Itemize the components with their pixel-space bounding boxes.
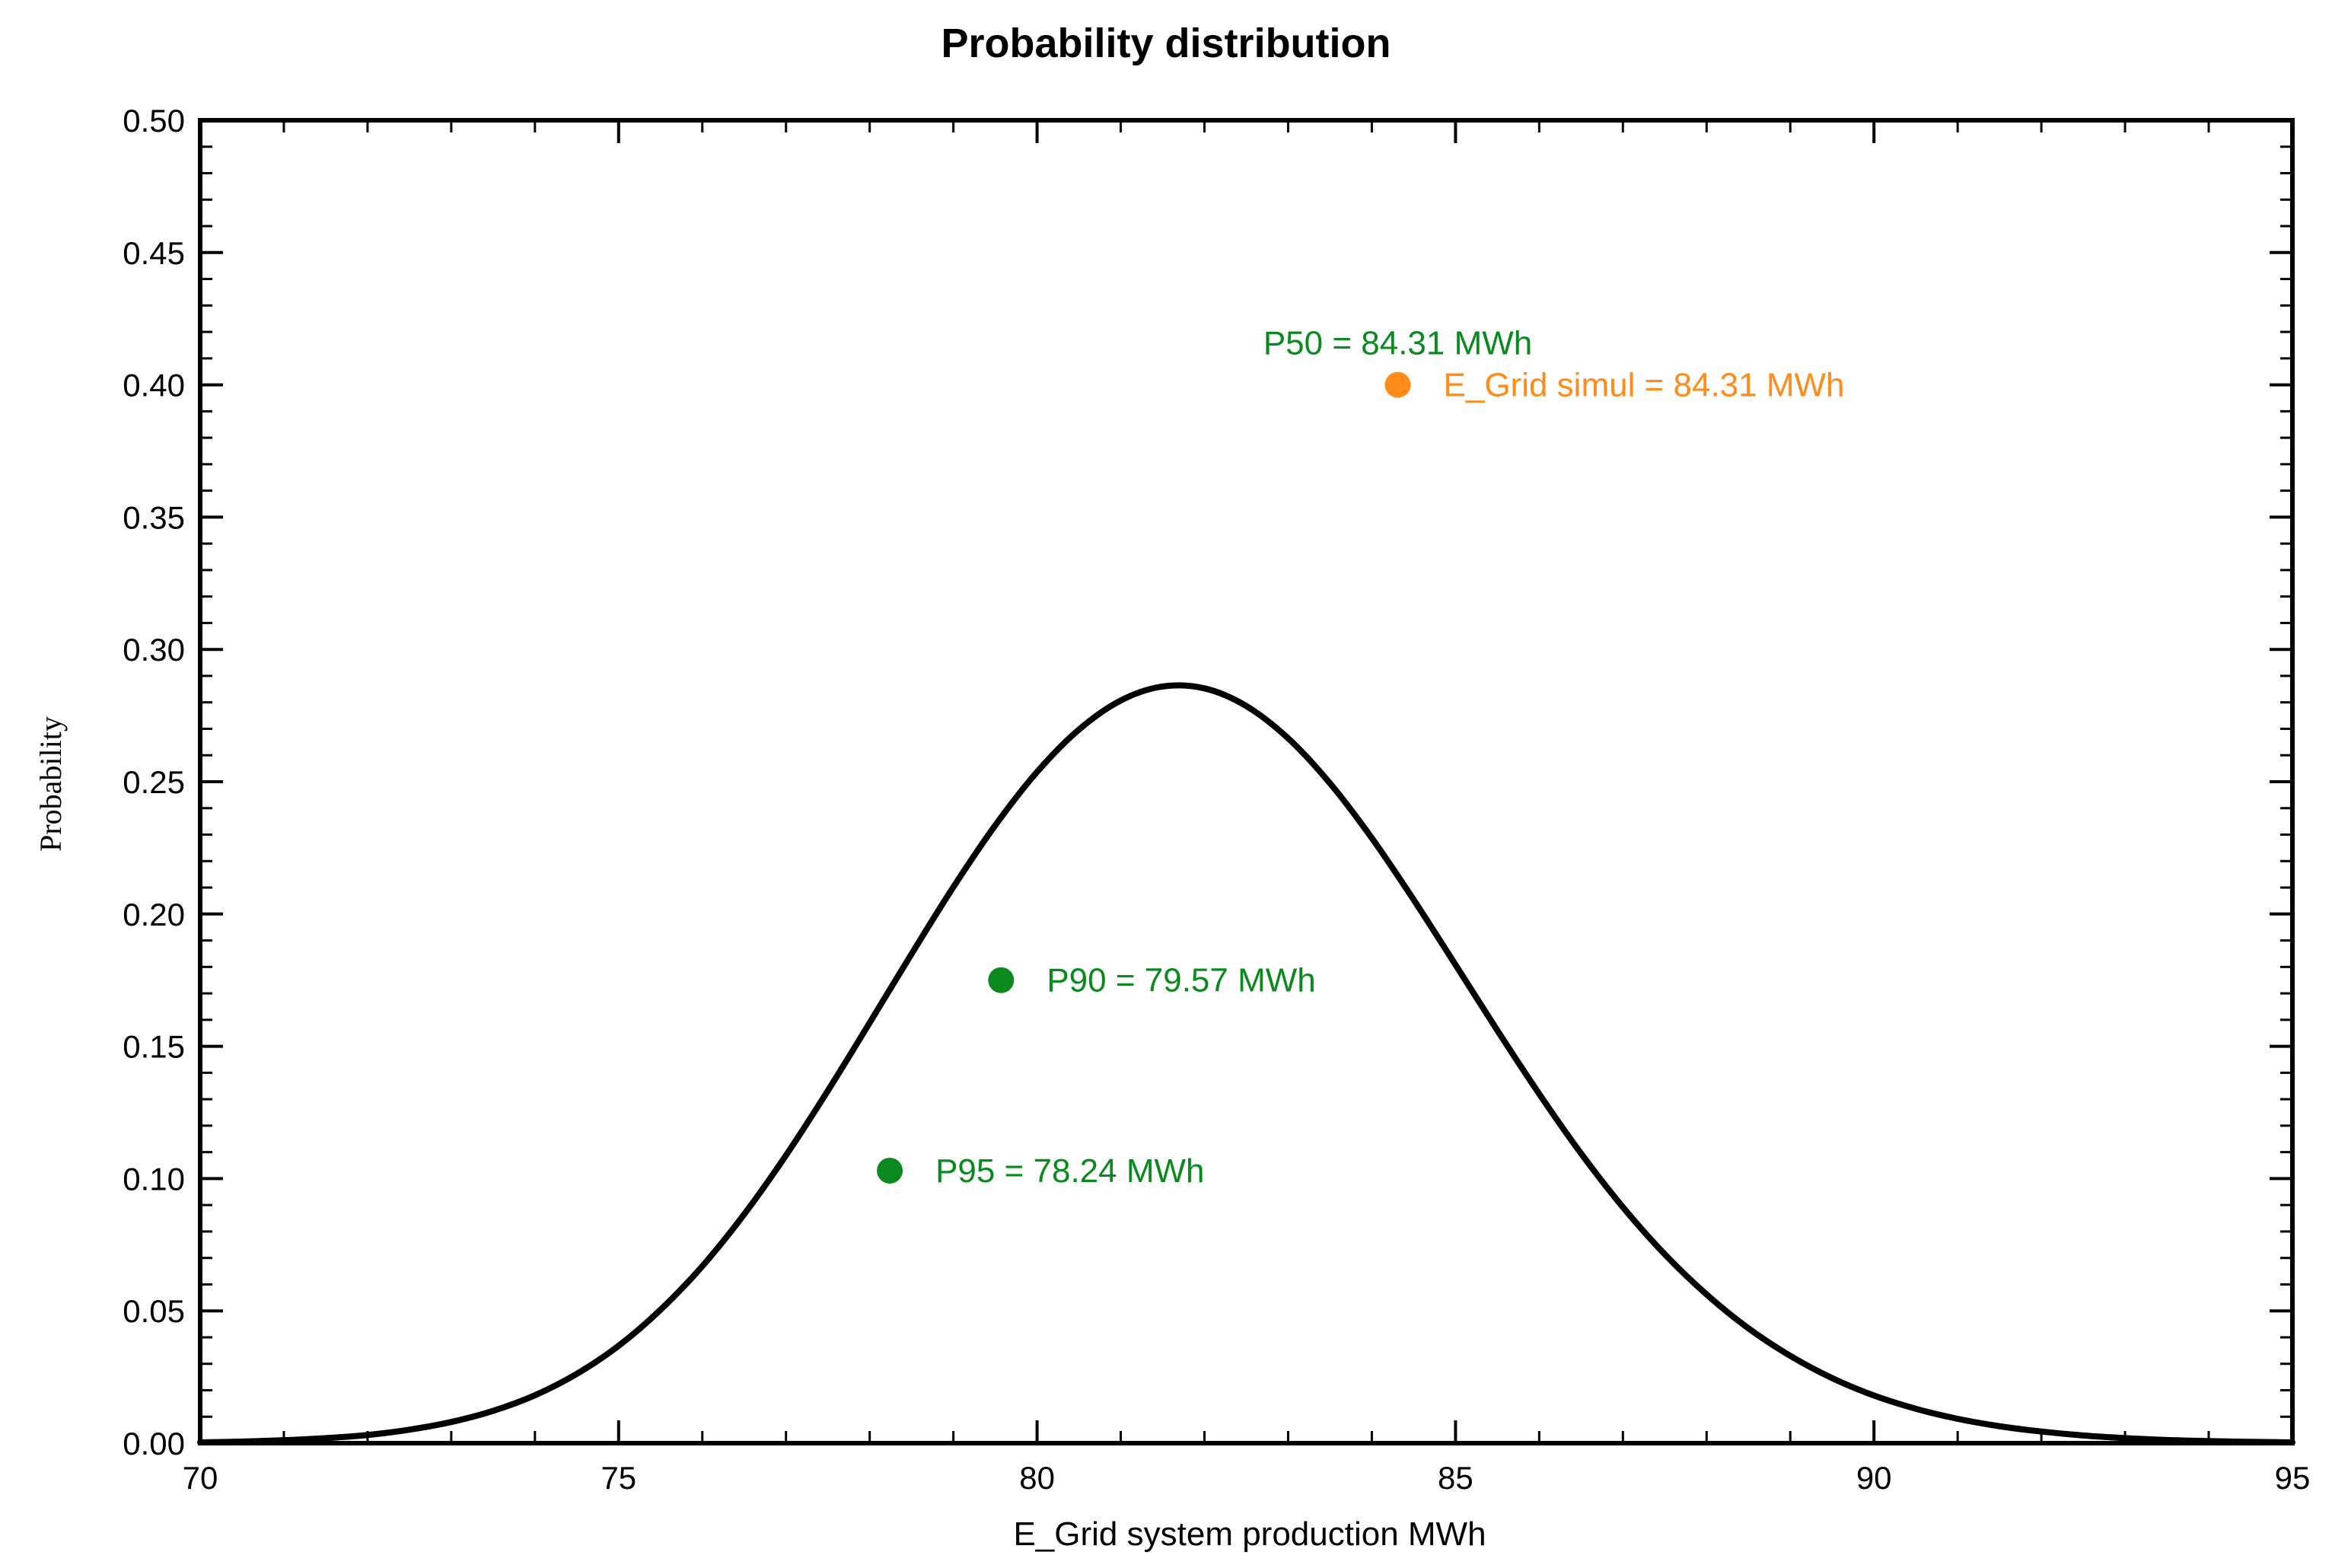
tick-labels-layer: 70 75 80 85 90 95 0.00 0.05 0.10 0.15 0.20 0.25 0.30… xyxy=(123,103,2310,1496)
y-tick-label: 0.30 xyxy=(123,632,185,668)
x-axis-label: E_Grid system production MWh xyxy=(1013,1515,1486,1553)
y-tick-label: 0.15 xyxy=(123,1029,185,1065)
y-tick-label: 0.50 xyxy=(123,103,185,139)
marker-label-p90: P90 = 79.57 MWh xyxy=(1047,962,1315,999)
y-axis-label: Probability xyxy=(33,716,68,852)
series-line-probability xyxy=(197,682,2295,1445)
marker-label-e-grid-simul: E_Grid simul = 84.31 MWh xyxy=(1444,367,1845,404)
y-tick-label: 0.00 xyxy=(123,1426,185,1461)
y-tick-label: 0.35 xyxy=(123,499,185,535)
marker-point-e-grid-simul xyxy=(1384,371,1411,398)
x-tick-label: 90 xyxy=(1856,1460,1892,1496)
y-tick-label: 0.40 xyxy=(123,368,185,403)
markers-layer: P50 = 84.31 MWh E_Grid simul = 84.31 MWh P… xyxy=(877,325,1844,1190)
marker-label-p95: P95 = 78.24 MWh xyxy=(935,1152,1204,1190)
x-tick-label: 75 xyxy=(601,1460,636,1496)
x-tick-label: 95 xyxy=(2275,1460,2311,1496)
chart-title: Probability distribution xyxy=(941,21,1391,66)
y-tick-label: 0.45 xyxy=(123,235,185,271)
x-tick-label: 85 xyxy=(1438,1460,1473,1496)
x-tick-label: 80 xyxy=(1019,1460,1055,1496)
y-tick-label: 0.10 xyxy=(123,1161,185,1197)
marker-label-p50: P50 = 84.31 MWh xyxy=(1263,325,1532,362)
plot-frame xyxy=(198,118,2295,1445)
marker-point-p90 xyxy=(988,967,1015,993)
marker-point-p95 xyxy=(877,1157,903,1184)
y-tick-label: 0.05 xyxy=(123,1293,185,1329)
y-tick-label: 0.25 xyxy=(123,764,185,800)
y-tick-label: 0.20 xyxy=(123,897,185,932)
ticks-layer xyxy=(199,119,2294,1445)
x-tick-label: 70 xyxy=(183,1460,218,1496)
